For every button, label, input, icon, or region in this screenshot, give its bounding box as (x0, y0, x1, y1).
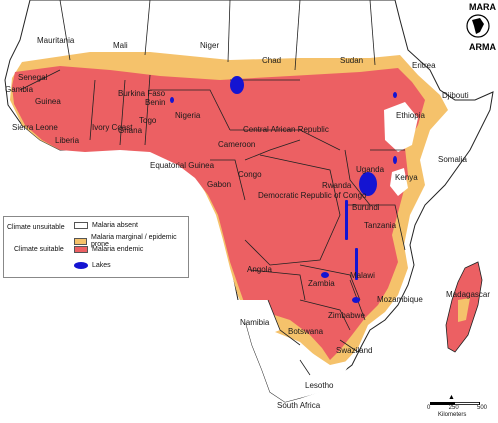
label-burkina-faso: Burkina Faso (118, 89, 166, 98)
legend-box: Climate unsuitable Climate suitable Mala… (3, 216, 189, 278)
label-eq-guinea: Equatorial Guinea (150, 161, 215, 170)
legend-row-absent: Malaria absent (74, 222, 138, 229)
label-benin: Benin (145, 98, 165, 107)
label-mozambique: Mozambique (377, 295, 423, 304)
label-gambia: Gambia (5, 85, 34, 94)
legend-climate-suitable: Climate suitable (14, 246, 64, 253)
label-uganda: Uganda (356, 165, 385, 174)
north-arrow-icon: ▲ (448, 394, 455, 401)
label-botswana: Botswana (288, 327, 324, 336)
label-rwanda: Rwanda (322, 181, 352, 190)
scale-unit: Kilometers (438, 412, 467, 418)
label-eritrea: Eritrea (412, 61, 436, 70)
legend-label-endemic: Malaria endemic (92, 246, 144, 253)
madagascar-marginal (458, 298, 470, 322)
label-gabon: Gabon (207, 180, 231, 189)
label-zambia: Zambia (308, 279, 335, 288)
scale-bar: ▲ 0 250 500 Kilometers (418, 392, 494, 420)
label-djibouti: Djibouti (442, 91, 469, 100)
mara-logo: MARA ARMA (434, 2, 496, 60)
label-angola: Angola (247, 265, 272, 274)
label-congo: Congo (238, 170, 262, 179)
legend-swatch-absent (74, 222, 88, 229)
label-liberia: Liberia (55, 136, 80, 145)
endemic-zone (12, 66, 425, 360)
label-tanzania: Tanzania (364, 221, 397, 230)
legend-label-absent: Malaria absent (92, 222, 138, 229)
south-africa-absent (245, 320, 352, 402)
label-guinea: Guinea (35, 97, 61, 106)
label-madagascar: Madagascar (446, 290, 490, 299)
scale-tick-250: 250 (448, 405, 459, 411)
label-mali: Mali (113, 41, 128, 50)
globe-icon (466, 14, 490, 38)
label-drc: Democratic Republic of Congo (258, 191, 367, 200)
legend-climate-unsuitable: Climate unsuitable (7, 224, 65, 231)
logo-bottom-text: ARMA (469, 42, 496, 52)
logo-top-text: MARA (469, 2, 496, 12)
scale-bar-graphic: ▲ (430, 394, 480, 405)
legend-row-marginal: Malaria marginal / epidemic prone (74, 234, 188, 248)
kenya-highland (390, 168, 408, 196)
label-sierra-leone: Sierra Leone (12, 123, 58, 132)
label-sudan: Sudan (340, 56, 363, 65)
label-senegal: Senegal (18, 73, 48, 82)
label-lesotho: Lesotho (305, 381, 334, 390)
label-somalia: Somalia (438, 155, 467, 164)
legend-swatch-lakes (74, 262, 88, 269)
label-ivory-coast: Ivory Coast (92, 123, 133, 132)
label-swaziland: Swaziland (336, 346, 372, 355)
label-niger: Niger (200, 41, 219, 50)
label-ethiopia: Ethiopia (396, 111, 425, 120)
label-burundi: Burundi (352, 203, 380, 212)
label-ghana: Ghana (118, 126, 143, 135)
scale-tick-0: 0 (427, 405, 431, 411)
label-mauritania: Mauritania (37, 36, 75, 45)
label-zimbabwe: Zimbabwe (328, 311, 365, 320)
label-malawi: Malawi (350, 271, 375, 280)
lakes-layer (170, 76, 397, 303)
legend-row-endemic: Malaria endemic (74, 246, 143, 253)
label-south-africa: South Africa (277, 401, 321, 410)
label-kenya: Kenya (395, 173, 418, 182)
scale-tick-500: 500 (476, 405, 487, 411)
label-namibia: Namibia (240, 318, 270, 327)
legend-label-marginal: Malaria marginal / epidemic prone (91, 234, 177, 248)
label-car: Central African Republic (243, 125, 329, 134)
legend-swatch-endemic (74, 246, 88, 253)
label-nigeria: Nigeria (175, 111, 201, 120)
label-togo: Togo (139, 116, 157, 125)
label-cameroon: Cameroon (218, 140, 255, 149)
legend-swatch-marginal (74, 237, 88, 245)
label-chad: Chad (262, 56, 281, 65)
legend-label-lakes: Lakes (92, 262, 111, 269)
namibia-absent (232, 300, 280, 340)
legend-row-lakes: Lakes (74, 262, 111, 269)
ethiopia-highland (384, 102, 418, 152)
